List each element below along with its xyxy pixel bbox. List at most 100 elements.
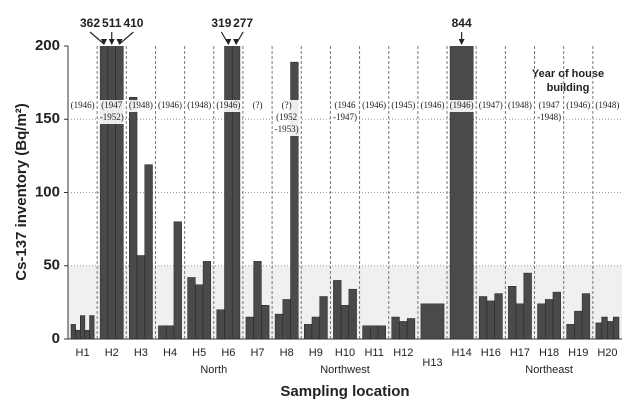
year-bg bbox=[186, 100, 213, 112]
y-tick-label: 200 bbox=[35, 37, 60, 54]
year-bg bbox=[69, 100, 96, 112]
year-label: (1948) bbox=[595, 100, 619, 110]
year-label: (1945) bbox=[391, 100, 415, 110]
group-label: H11 bbox=[364, 347, 383, 359]
bar bbox=[144, 164, 153, 340]
overflow-label: 319 bbox=[211, 16, 231, 30]
group-label: H20 bbox=[597, 347, 617, 359]
group-label: H1 bbox=[76, 347, 90, 359]
bar bbox=[89, 315, 95, 340]
year-bg bbox=[332, 112, 358, 124]
group-label: H16 bbox=[481, 347, 501, 359]
group-label: H8 bbox=[280, 347, 294, 359]
bar bbox=[129, 97, 138, 340]
bar bbox=[544, 299, 554, 340]
bar bbox=[99, 46, 109, 340]
bar bbox=[107, 46, 116, 340]
bars bbox=[70, 46, 620, 340]
bar bbox=[290, 61, 299, 340]
year-bg bbox=[565, 100, 592, 112]
year-label: (1946 bbox=[335, 100, 356, 110]
group-label: H14 bbox=[452, 347, 472, 359]
bar bbox=[406, 318, 416, 340]
year-bg bbox=[419, 100, 446, 112]
overflow-label: 511 bbox=[102, 16, 122, 30]
bar bbox=[245, 316, 254, 340]
year-label: (?) bbox=[253, 100, 263, 110]
bar bbox=[261, 305, 270, 340]
group-label: H18 bbox=[539, 347, 559, 359]
y-tick-label: 100 bbox=[35, 183, 60, 200]
bar bbox=[75, 329, 81, 340]
year-bg bbox=[536, 100, 563, 112]
group-label: H13 bbox=[422, 357, 442, 369]
arrow-head bbox=[116, 39, 123, 45]
group-label: H10 bbox=[335, 347, 355, 359]
bar bbox=[187, 277, 196, 340]
year-label: (1952 bbox=[276, 112, 297, 122]
region-label: Northeast bbox=[525, 364, 573, 376]
y-axis-label: Cs-137 inventory (Bq/m²) bbox=[13, 103, 30, 281]
bar bbox=[348, 288, 357, 340]
bar bbox=[377, 325, 386, 340]
year-label: (1947 bbox=[101, 100, 122, 110]
group-label: H19 bbox=[568, 347, 588, 359]
year-bg bbox=[157, 100, 184, 112]
year-label: (1946) bbox=[362, 100, 386, 110]
year-bg bbox=[448, 100, 475, 112]
arrow-head bbox=[233, 39, 240, 45]
arrow-head bbox=[458, 39, 465, 45]
overflow-label: 362 bbox=[80, 16, 100, 30]
year-bg bbox=[273, 112, 300, 124]
bar bbox=[523, 272, 532, 340]
bar bbox=[420, 303, 445, 340]
y-tick-label: 150 bbox=[35, 110, 60, 127]
year-label: -1953) bbox=[275, 124, 299, 134]
bar bbox=[173, 221, 182, 340]
bar bbox=[391, 316, 400, 340]
year-bg bbox=[127, 100, 154, 112]
bar bbox=[537, 303, 546, 340]
overflow-arrow bbox=[89, 31, 105, 45]
note: building bbox=[547, 82, 590, 94]
year-bg bbox=[215, 100, 242, 112]
bar bbox=[494, 293, 503, 340]
group-label: H3 bbox=[134, 347, 148, 359]
bar bbox=[340, 305, 350, 340]
year-bg bbox=[98, 112, 125, 124]
bar bbox=[165, 325, 175, 340]
group-label: H12 bbox=[393, 347, 413, 359]
year-bg bbox=[361, 100, 388, 112]
bar bbox=[274, 313, 284, 340]
year-label: (1947 bbox=[539, 100, 560, 110]
bar bbox=[478, 296, 488, 340]
year-label: (1946) bbox=[71, 100, 95, 110]
year-bg bbox=[390, 100, 417, 112]
year-label: -1952) bbox=[100, 112, 124, 122]
year-label: (?) bbox=[282, 100, 292, 110]
arrow-head bbox=[225, 39, 232, 45]
bar bbox=[601, 316, 608, 340]
year-label: (1948) bbox=[508, 100, 532, 110]
bar bbox=[486, 300, 495, 340]
year-label: (1948) bbox=[187, 100, 211, 110]
bar bbox=[449, 46, 474, 340]
group-label: H9 bbox=[309, 347, 323, 359]
bar bbox=[595, 322, 602, 340]
year-label: (1946) bbox=[450, 100, 474, 110]
y-tick-label: 50 bbox=[43, 257, 60, 274]
bar bbox=[508, 286, 517, 340]
bar bbox=[231, 46, 241, 340]
year-bg bbox=[332, 100, 358, 112]
overflow-label: 277 bbox=[233, 16, 253, 30]
year-bg bbox=[594, 100, 621, 112]
bar bbox=[304, 324, 313, 340]
bar bbox=[115, 46, 124, 340]
bar bbox=[607, 321, 614, 340]
arrow-head bbox=[101, 39, 108, 45]
x-axis-label: Sampling location bbox=[280, 383, 409, 400]
bar bbox=[158, 325, 167, 340]
bar bbox=[224, 46, 233, 340]
year-bg bbox=[273, 124, 300, 136]
